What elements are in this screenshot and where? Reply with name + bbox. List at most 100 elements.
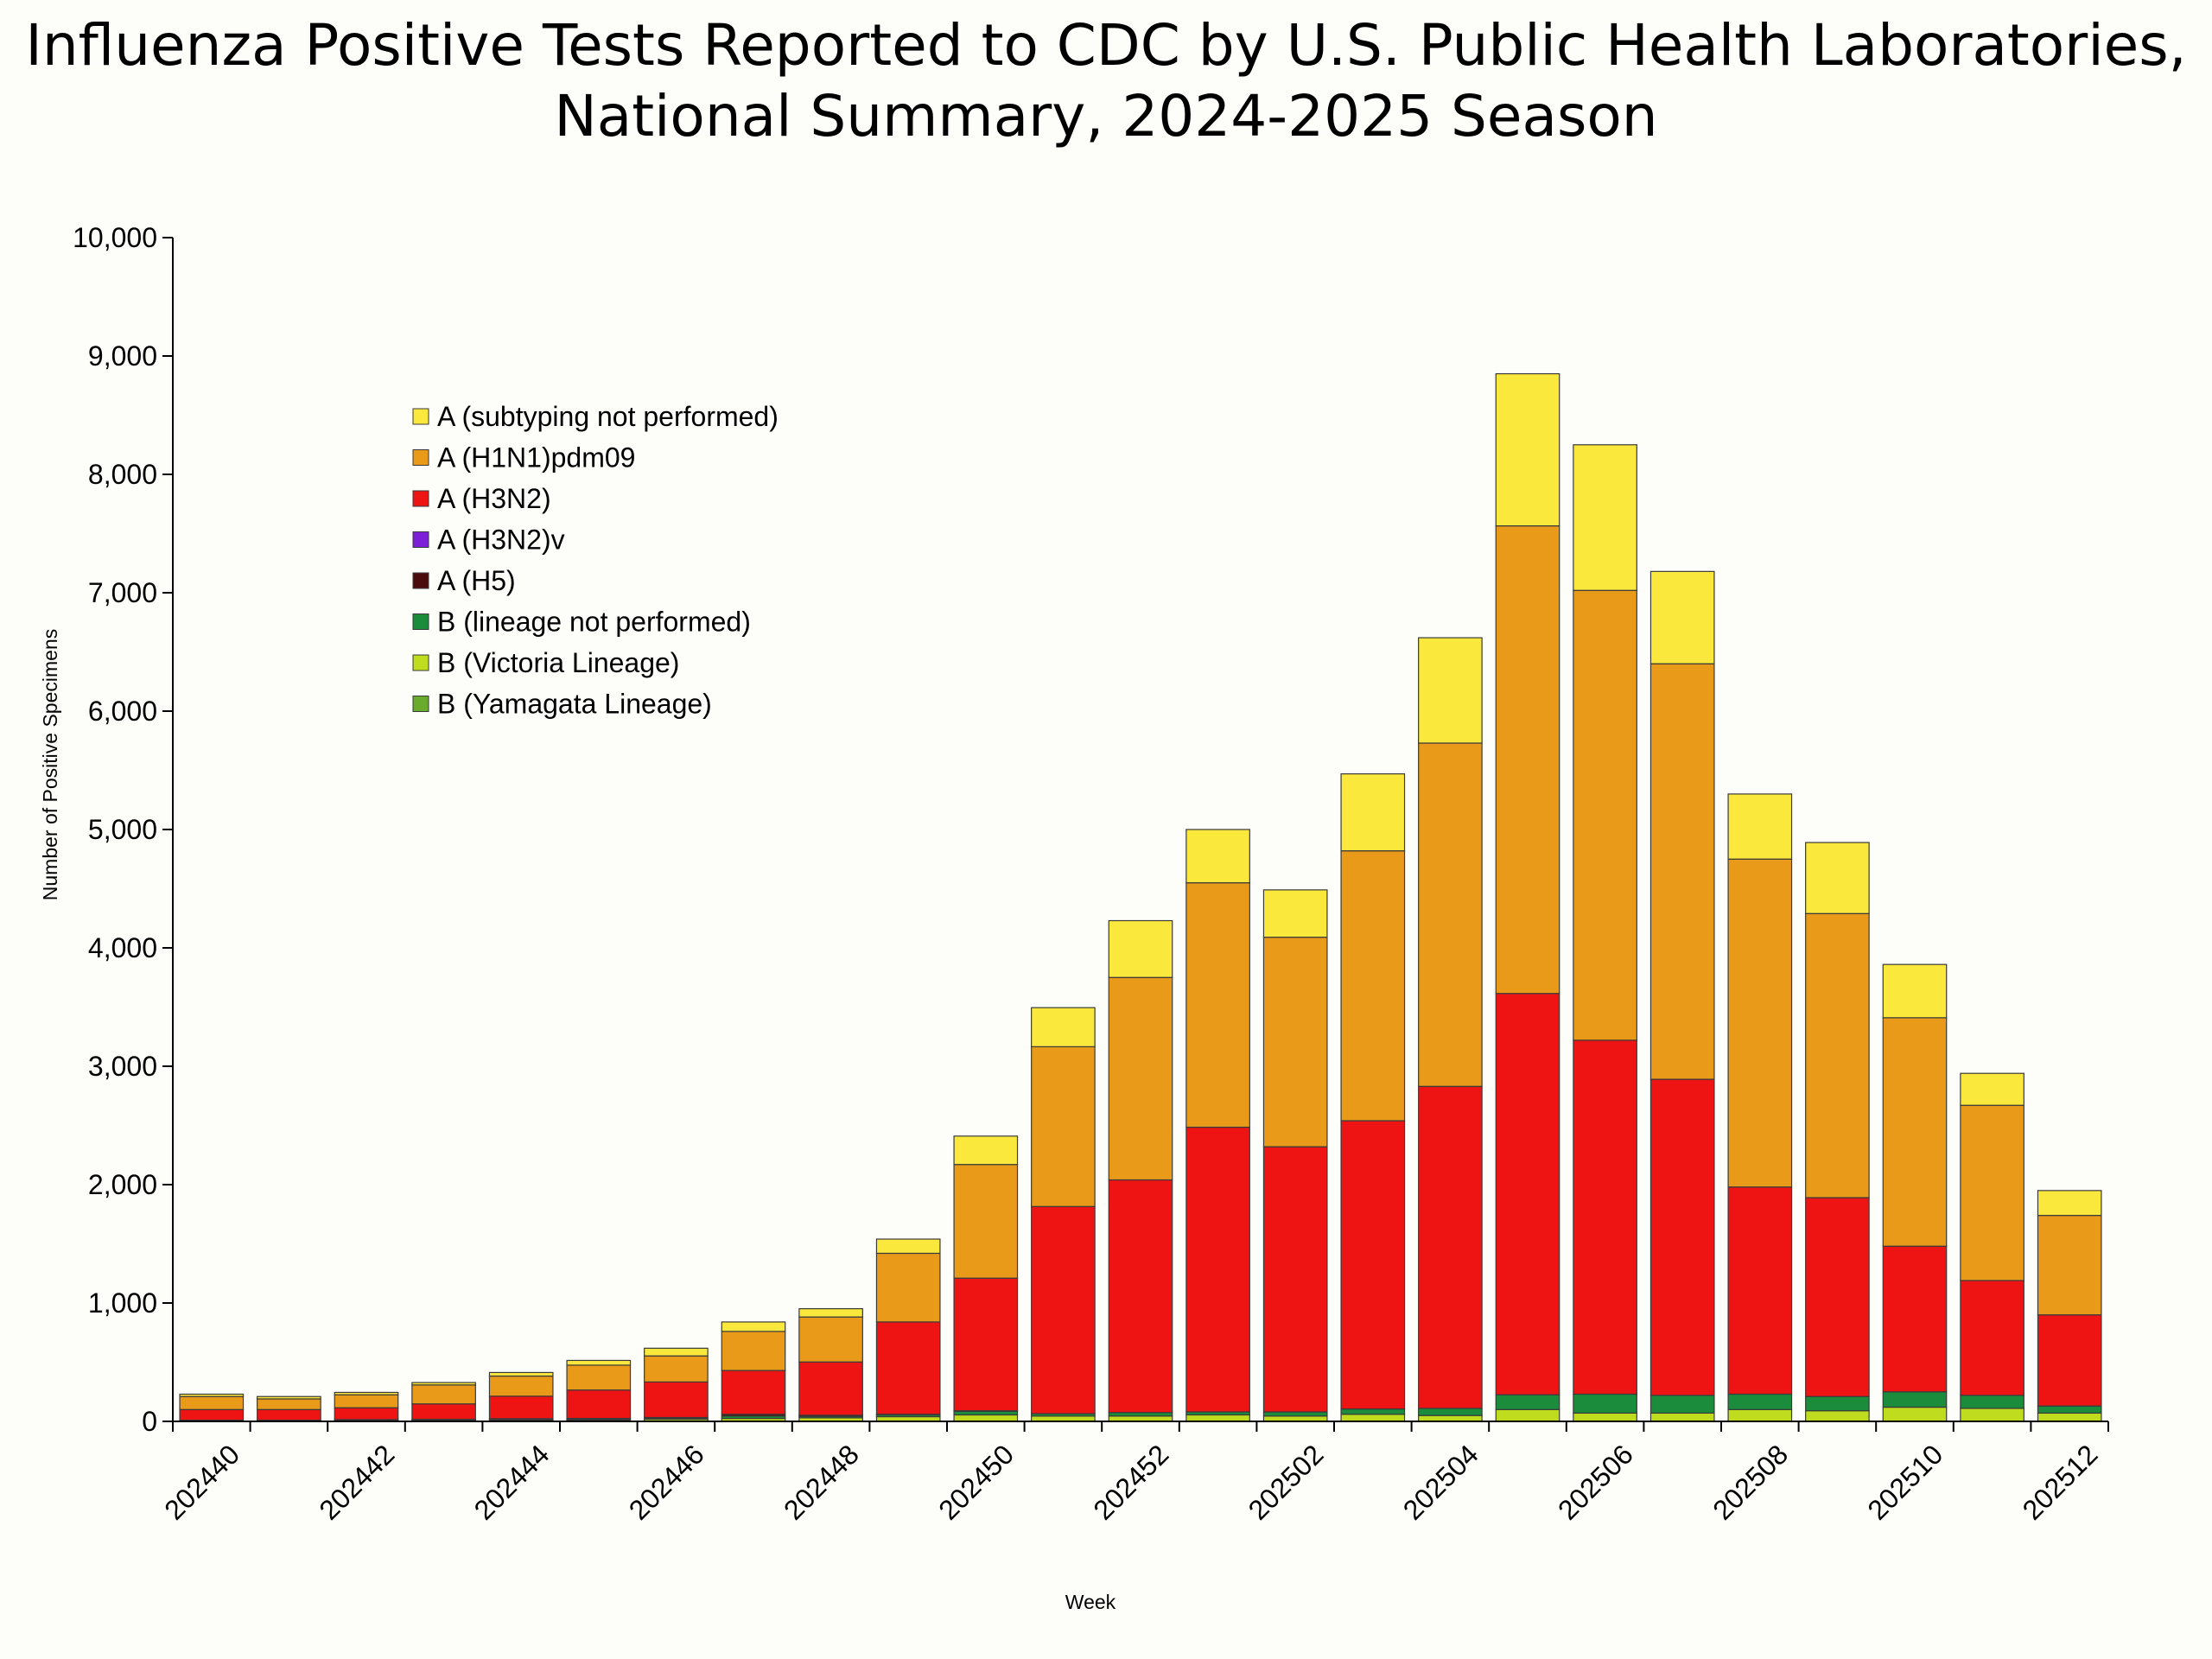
bar-segment <box>257 1408 321 1421</box>
legend-swatch <box>412 449 429 466</box>
bar-segment <box>953 1410 1019 1416</box>
bar-segment <box>953 1414 1019 1422</box>
bar-segment <box>334 1391 399 1395</box>
bar-stack-202512 <box>2037 1190 2102 1422</box>
x-tick-label: 202446 <box>623 1439 710 1526</box>
bar-segment <box>2037 1405 2102 1414</box>
legend-label: A (H5) <box>437 565 516 596</box>
bar-segment <box>1418 637 1483 744</box>
bar-stack-202508 <box>1727 793 1793 1422</box>
bar-stack-202507 <box>1649 570 1715 1422</box>
legend-item: A (subtyping not performed) <box>412 401 779 432</box>
bar-segment <box>721 1331 786 1371</box>
bar-segment <box>1805 842 1870 914</box>
bar-segment <box>1262 1146 1328 1413</box>
x-tick-label: 202448 <box>778 1439 865 1526</box>
bar-segment <box>257 1395 321 1400</box>
bar-segment <box>1262 889 1328 938</box>
x-tick-label: 202442 <box>313 1439 400 1526</box>
bar-segment <box>1960 1280 2024 1396</box>
legend-item: A (H1N1)pdm09 <box>412 442 635 474</box>
bar-segment <box>1573 589 1637 1041</box>
bar-segment <box>644 1355 709 1382</box>
legend-label: A (H3N2)v <box>437 524 565 556</box>
bar-segment <box>1418 1408 1483 1416</box>
y-tick-label: 4,000 <box>88 932 157 963</box>
bar-segment <box>1340 1408 1406 1415</box>
legend-label: B (Yamagata Lineage) <box>437 689 712 720</box>
bar-segment <box>1882 1245 1948 1393</box>
bar-segment <box>2037 1215 2102 1316</box>
bar-segment <box>1882 1406 1948 1422</box>
bar-segment <box>875 1321 941 1415</box>
chart-title: Influenza Positive Tests Reported to CDC… <box>25 12 2187 79</box>
bar-segment <box>1960 1395 2024 1409</box>
bar-segment <box>1418 742 1483 1087</box>
bar-segment <box>1727 1393 1793 1410</box>
bar-segment <box>721 1370 786 1415</box>
bar-segment <box>1805 1410 1870 1422</box>
bar-segment <box>1573 1412 1637 1422</box>
y-tick-label: 3,000 <box>88 1051 157 1082</box>
bar-stack-202448 <box>798 1307 863 1422</box>
y-tick-label: 1,000 <box>88 1287 157 1319</box>
y-axis-title: Number of Positive Specimens <box>39 629 61 900</box>
bar-segment <box>1031 1007 1096 1047</box>
bar-segment <box>953 1135 1019 1166</box>
bar-segment <box>1185 882 1250 1128</box>
bar-stack-202501 <box>1185 829 1250 1422</box>
x-tick-label: 202444 <box>468 1439 556 1526</box>
legend-swatch <box>412 696 429 712</box>
bar-segment <box>1882 963 1948 1019</box>
bar-segment <box>1418 1085 1483 1409</box>
bar-segment <box>953 1164 1019 1279</box>
bar-segment <box>1340 1414 1406 1422</box>
bar-segment <box>1649 570 1715 664</box>
bar-segment <box>1805 1395 1870 1412</box>
bar-segment <box>179 1393 245 1397</box>
legend-item: B (Yamagata Lineage) <box>412 689 712 720</box>
y-tick-label: 5,000 <box>88 814 157 845</box>
y-tick-label: 8,000 <box>88 459 157 490</box>
x-tick-label: 202502 <box>1243 1439 1330 1526</box>
bar-stack-202443 <box>411 1382 476 1422</box>
legend-item: B (lineage not performed) <box>412 607 751 638</box>
legend: A (subtyping not performed) A (H1N1)pdm09… <box>412 401 779 720</box>
bar-stack-202511 <box>1960 1072 2024 1422</box>
bar-segment <box>1185 829 1250 884</box>
chart-subtitle: National Summary, 2024-2025 Season <box>554 83 1658 149</box>
bar-stack-202446 <box>644 1347 709 1422</box>
x-tick-label: 202452 <box>1087 1439 1174 1526</box>
x-tick-label: 202512 <box>2017 1439 2104 1526</box>
bar-segment <box>179 1408 245 1421</box>
bar-segment <box>334 1407 399 1421</box>
bar-stack-202502 <box>1262 889 1328 1422</box>
bar-segment <box>1108 976 1173 1181</box>
bar-segment <box>798 1361 863 1416</box>
legend-label: B (Victoria Lineage) <box>437 647 679 678</box>
bar-segment <box>875 1238 941 1255</box>
bar-segment <box>1573 444 1637 591</box>
bar-segment <box>1727 1186 1793 1395</box>
bar-segment <box>798 1316 863 1363</box>
bar-segment <box>1495 1394 1560 1410</box>
y-tick-label: 6,000 <box>88 696 157 727</box>
bar-stack-202450 <box>953 1135 1019 1422</box>
legend-label: A (H3N2) <box>437 483 551 514</box>
bar-segment <box>798 1307 863 1318</box>
x-tick-label: 202510 <box>1861 1439 1948 1526</box>
bar-stack-202509 <box>1805 842 1870 1422</box>
y-tick-label: 2,000 <box>88 1169 157 1200</box>
bar-stack-202451 <box>1031 1007 1096 1422</box>
bar-segment <box>1649 1078 1715 1396</box>
bar-segment <box>1031 1046 1096 1207</box>
bar-segment <box>1960 1104 2024 1281</box>
bar-segment <box>257 1398 321 1410</box>
bar-segment <box>566 1389 632 1420</box>
bar-segment <box>1495 1408 1560 1422</box>
bar-segment <box>1882 1017 1948 1247</box>
bar-segment <box>1108 919 1173 978</box>
y-tick-label: 9,000 <box>88 340 157 372</box>
bar-segment <box>488 1371 554 1377</box>
legend-label: A (H1N1)pdm09 <box>437 442 635 474</box>
